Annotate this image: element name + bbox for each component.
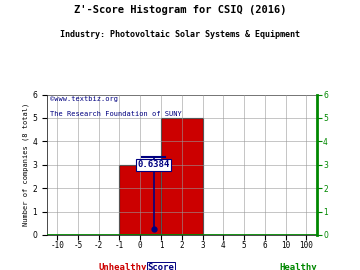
Text: The Research Foundation of SUNY: The Research Foundation of SUNY [50, 111, 181, 117]
Text: 0.6384: 0.6384 [138, 160, 170, 169]
Text: Healthy: Healthy [279, 263, 317, 270]
Y-axis label: Number of companies (8 total): Number of companies (8 total) [23, 103, 30, 226]
Bar [161, 118, 203, 235]
Text: ©www.textbiz.org: ©www.textbiz.org [50, 96, 117, 102]
Text: Z'-Score Histogram for CSIQ (2016): Z'-Score Histogram for CSIQ (2016) [74, 5, 286, 15]
Text: Score: Score [148, 263, 175, 270]
Text: Industry: Photovoltaic Solar Systems & Equipment: Industry: Photovoltaic Solar Systems & E… [60, 30, 300, 39]
Bar [120, 165, 161, 235]
Text: Unhealthy: Unhealthy [99, 263, 147, 270]
